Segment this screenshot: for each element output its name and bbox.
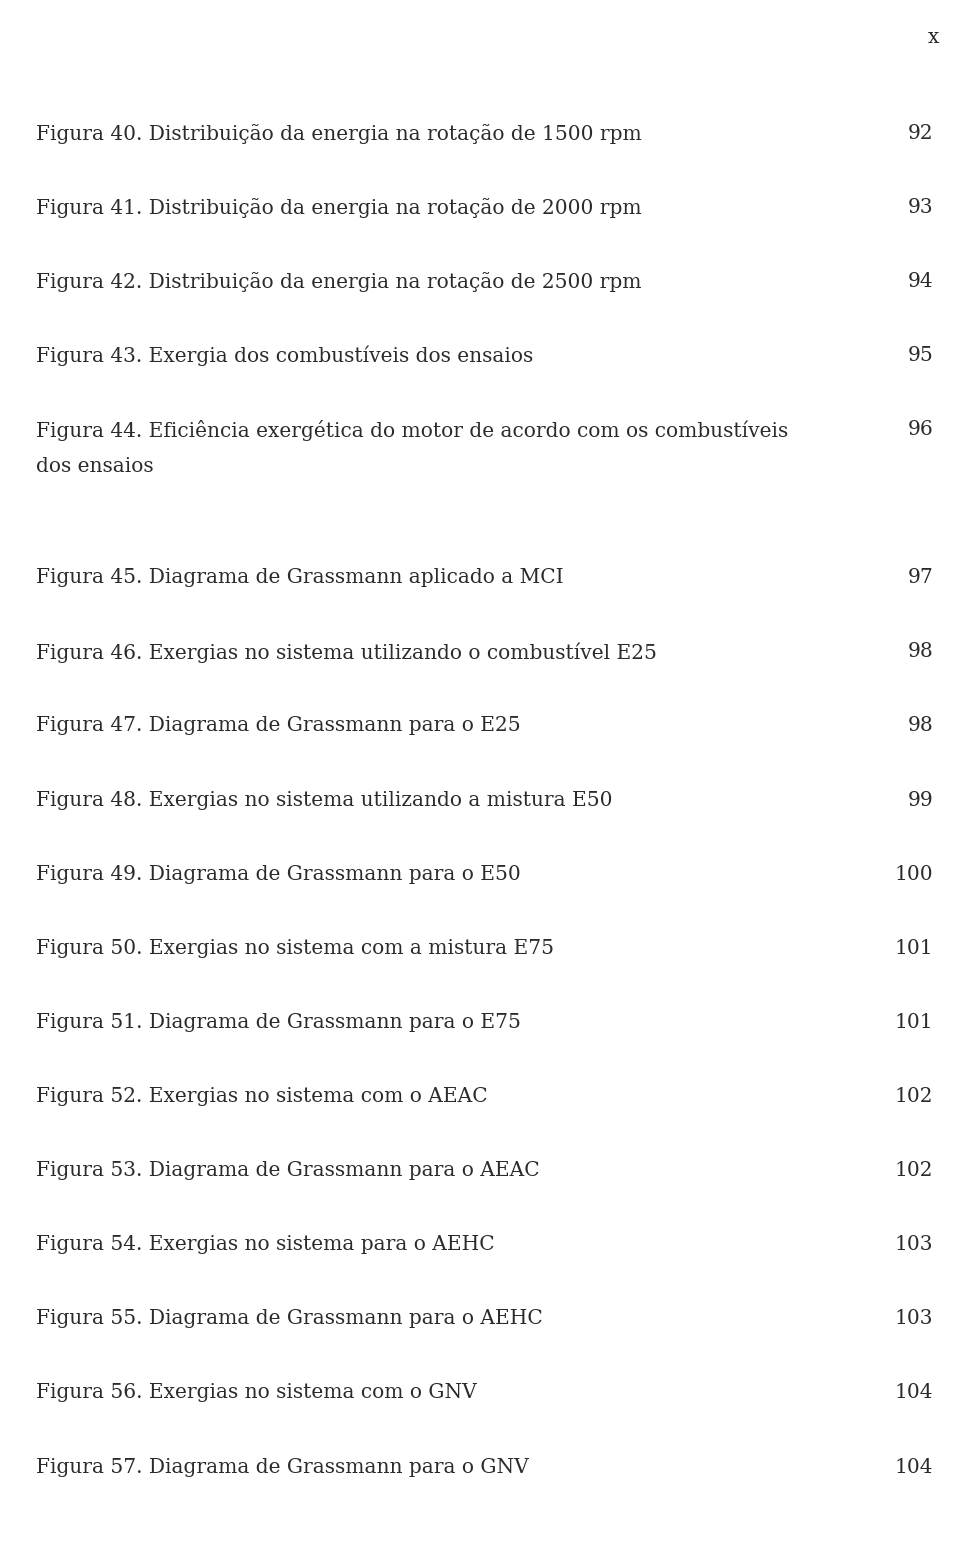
Text: Figura 40. Distribuição da energia na rotação de 1500 rpm: Figura 40. Distribuição da energia na ro…: [36, 124, 642, 144]
Text: Figura 45. Diagrama de Grassmann aplicado a MCI: Figura 45. Diagrama de Grassmann aplicad…: [36, 568, 564, 587]
Text: Figura 43. Exergia dos combustíveis dos ensaios: Figura 43. Exergia dos combustíveis dos …: [36, 346, 534, 366]
Text: 93: 93: [907, 198, 933, 216]
Text: Figura 46. Exergias no sistema utilizando o combustível E25: Figura 46. Exergias no sistema utilizand…: [36, 642, 658, 662]
Text: 102: 102: [895, 1087, 933, 1106]
Text: 98: 98: [907, 716, 933, 735]
Text: 102: 102: [895, 1161, 933, 1180]
Text: 99: 99: [907, 791, 933, 809]
Text: Figura 53. Diagrama de Grassmann para o AEAC: Figura 53. Diagrama de Grassmann para o …: [36, 1161, 540, 1180]
Text: Figura 47. Diagrama de Grassmann para o E25: Figura 47. Diagrama de Grassmann para o …: [36, 716, 521, 735]
Text: Figura 52. Exergias no sistema com o AEAC: Figura 52. Exergias no sistema com o AEA…: [36, 1087, 488, 1106]
Text: x: x: [927, 28, 939, 46]
Text: Figura 42. Distribuição da energia na rotação de 2500 rpm: Figura 42. Distribuição da energia na ro…: [36, 272, 642, 292]
Text: 101: 101: [895, 1013, 933, 1031]
Text: 104: 104: [895, 1383, 933, 1402]
Text: Figura 44. Eficiência exergética do motor de acordo com os combustíveis: Figura 44. Eficiência exergética do moto…: [36, 420, 789, 442]
Text: 103: 103: [895, 1309, 933, 1328]
Text: 101: 101: [895, 939, 933, 957]
Text: Figura 48. Exergias no sistema utilizando a mistura E50: Figura 48. Exergias no sistema utilizand…: [36, 791, 613, 809]
Text: 94: 94: [907, 272, 933, 290]
Text: 97: 97: [907, 568, 933, 587]
Text: Figura 51. Diagrama de Grassmann para o E75: Figura 51. Diagrama de Grassmann para o …: [36, 1013, 521, 1031]
Text: Figura 56. Exergias no sistema com o GNV: Figura 56. Exergias no sistema com o GNV: [36, 1383, 477, 1402]
Text: 92: 92: [907, 124, 933, 142]
Text: 96: 96: [907, 420, 933, 438]
Text: Figura 54. Exergias no sistema para o AEHC: Figura 54. Exergias no sistema para o AE…: [36, 1235, 495, 1254]
Text: 98: 98: [907, 642, 933, 661]
Text: Figura 41. Distribuição da energia na rotação de 2000 rpm: Figura 41. Distribuição da energia na ro…: [36, 198, 642, 218]
Text: 95: 95: [907, 346, 933, 364]
Text: Figura 49. Diagrama de Grassmann para o E50: Figura 49. Diagrama de Grassmann para o …: [36, 865, 521, 883]
Text: Figura 50. Exergias no sistema com a mistura E75: Figura 50. Exergias no sistema com a mis…: [36, 939, 555, 957]
Text: Figura 55. Diagrama de Grassmann para o AEHC: Figura 55. Diagrama de Grassmann para o …: [36, 1309, 543, 1328]
Text: 104: 104: [895, 1458, 933, 1476]
Text: 103: 103: [895, 1235, 933, 1254]
Text: 100: 100: [895, 865, 933, 883]
Text: Figura 57. Diagrama de Grassmann para o GNV: Figura 57. Diagrama de Grassmann para o …: [36, 1458, 529, 1476]
Text: dos ensaios: dos ensaios: [36, 457, 155, 476]
